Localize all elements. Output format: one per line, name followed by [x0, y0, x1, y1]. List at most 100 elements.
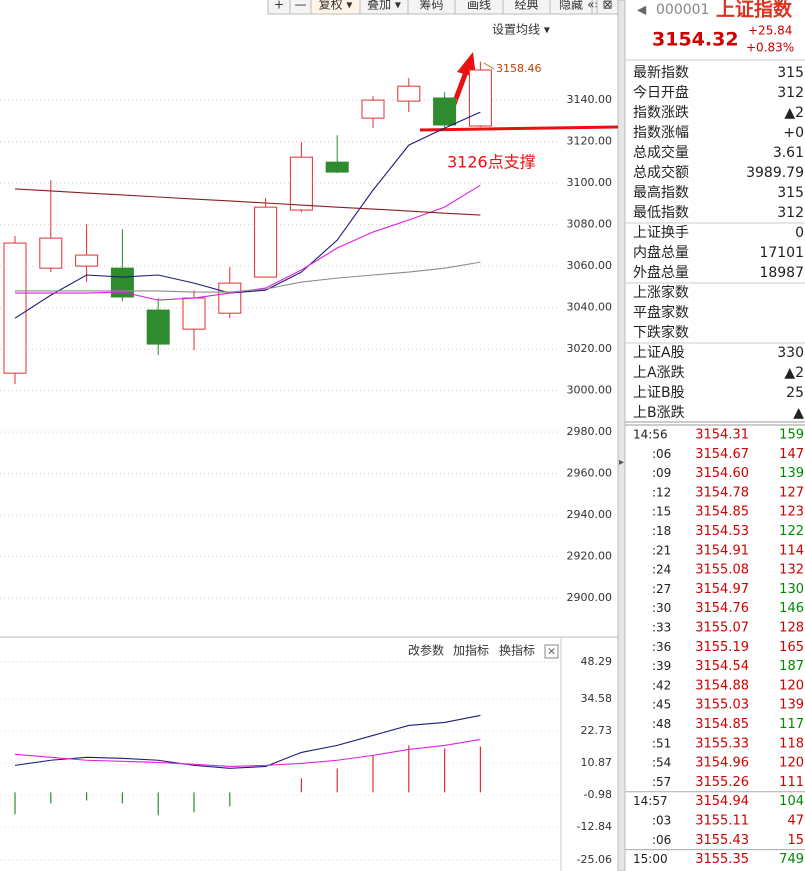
tick-volume: 117	[779, 717, 804, 732]
field-value: 17101	[759, 245, 804, 261]
last-price: 3154.32	[652, 29, 739, 51]
tick-time: :33	[652, 621, 671, 635]
tick-time: :48	[652, 717, 671, 731]
indicator-button[interactable]: 换指标	[499, 643, 535, 658]
y-tick-label: 2960.00	[567, 467, 613, 480]
tick-volume: 132	[779, 563, 804, 578]
field-value: 3989.79	[746, 165, 804, 181]
field-label: 上证换手	[633, 224, 689, 241]
tick-volume: 165	[779, 640, 804, 655]
tick-price: 3154.97	[695, 582, 749, 597]
field-value: 312	[777, 205, 804, 221]
field-label: 最高指数	[633, 184, 689, 201]
tick-volume: 122	[779, 524, 804, 539]
back-arrow[interactable]: ◀	[637, 3, 647, 17]
tick-volume: 114	[779, 543, 804, 558]
indicator-line	[14, 738, 481, 768]
splitter[interactable]	[617, 0, 626, 871]
tick-time: :42	[652, 678, 671, 692]
toolbar-button[interactable]: ⊠	[602, 0, 612, 12]
field-label: 指数涨幅	[633, 125, 689, 141]
candle-body	[75, 254, 99, 267]
ma-settings-bg	[488, 20, 554, 40]
tick-price: 3155.19	[695, 640, 749, 655]
field-value: 25	[786, 385, 804, 401]
tick-price: 3155.08	[695, 563, 749, 578]
tick-volume: 118	[779, 736, 804, 751]
toolbar-button[interactable]: +	[274, 0, 284, 12]
candle-body	[397, 85, 421, 102]
tick-time: :27	[652, 582, 671, 596]
indicator-button[interactable]: 加指标	[453, 643, 489, 658]
field-label: 最新指数	[633, 65, 689, 81]
tick-time: 14:56	[633, 428, 668, 442]
toolbar-button[interactable]: 复权 ▾	[319, 0, 353, 12]
toolbar-button[interactable]: 筹码	[419, 0, 443, 12]
y-tick-label: 22.73	[581, 724, 613, 737]
toolbar-button[interactable]: —	[295, 0, 307, 12]
field-label: 上涨家数	[633, 284, 689, 301]
field-value: 312	[777, 85, 804, 101]
y-tick-label: -0.98	[584, 788, 612, 801]
field-value: 315	[777, 185, 804, 201]
ma-settings[interactable]: 设置均线 ▾	[492, 23, 550, 37]
tick-price: 3154.60	[695, 466, 749, 481]
annotation: 3126点支撑	[447, 153, 536, 172]
tick-time: :24	[652, 563, 671, 577]
tick-price: 3154.88	[695, 678, 749, 693]
tick-price: 3155.03	[695, 698, 749, 713]
tick-volume: 146	[779, 601, 804, 616]
tick-volume: 139	[779, 698, 804, 713]
field-value: ▲2	[784, 365, 804, 381]
change-pct: +0.83%	[746, 41, 794, 55]
indicator-close[interactable]	[544, 644, 559, 659]
field-label: 指数涨跌	[633, 105, 689, 121]
y-tick-label: 2940.00	[567, 508, 613, 521]
tick-volume: 120	[779, 678, 804, 693]
candle-body	[254, 206, 278, 278]
field-value: ▲2	[784, 105, 804, 121]
toolbar-button[interactable]: 画线	[467, 0, 491, 12]
y-tick-label: 10.87	[581, 756, 613, 769]
toolbar-button[interactable]: 叠加 ▾	[367, 0, 401, 12]
toolbar-button-bg	[596, 0, 619, 15]
tick-time: 14:57	[633, 794, 668, 808]
candle-body	[39, 237, 63, 269]
ma-line	[14, 111, 481, 319]
toolbar-button[interactable]: «»	[587, 0, 602, 12]
tick-time: :03	[652, 814, 671, 828]
tick-time: :39	[652, 659, 671, 673]
candle-body	[433, 97, 457, 126]
code: 000001	[656, 2, 709, 18]
field-value: 330	[777, 345, 804, 361]
tick-volume: 130	[779, 582, 804, 597]
tick-time: :12	[652, 485, 671, 499]
indicator-button[interactable]: 改参数	[408, 643, 444, 658]
tick-price: 3154.31	[695, 428, 749, 443]
y-tick-label: 2900.00	[567, 591, 613, 604]
tick-volume: 127	[779, 485, 804, 500]
tick-price: 3154.91	[695, 543, 749, 558]
field-label: 内盘总量	[633, 244, 689, 261]
tick-volume: 128	[779, 621, 804, 636]
candle-body	[218, 282, 242, 314]
tick-time: :09	[652, 466, 671, 480]
indicator-line	[14, 714, 481, 769]
tick-price: 3155.26	[695, 775, 749, 790]
high-leader	[483, 62, 495, 70]
y-tick-label: 3000.00	[567, 384, 613, 397]
field-label: 总成交额	[633, 164, 689, 181]
tick-time: 15:00	[633, 852, 668, 866]
field-value: 18987	[759, 265, 804, 281]
tick-time: :21	[652, 543, 671, 557]
toolbar-button[interactable]: 隐藏	[559, 0, 583, 12]
tick-price: 3154.96	[695, 756, 749, 771]
tick-volume: 120	[779, 756, 804, 771]
tick-time: :06	[652, 833, 671, 847]
toolbar-button[interactable]: 经典	[514, 0, 538, 12]
y-tick-label: 3040.00	[567, 301, 613, 314]
field-label: 上A涨跌	[633, 365, 685, 381]
field-label: 上证A股	[633, 345, 685, 361]
tick-price: 3154.85	[695, 505, 749, 520]
